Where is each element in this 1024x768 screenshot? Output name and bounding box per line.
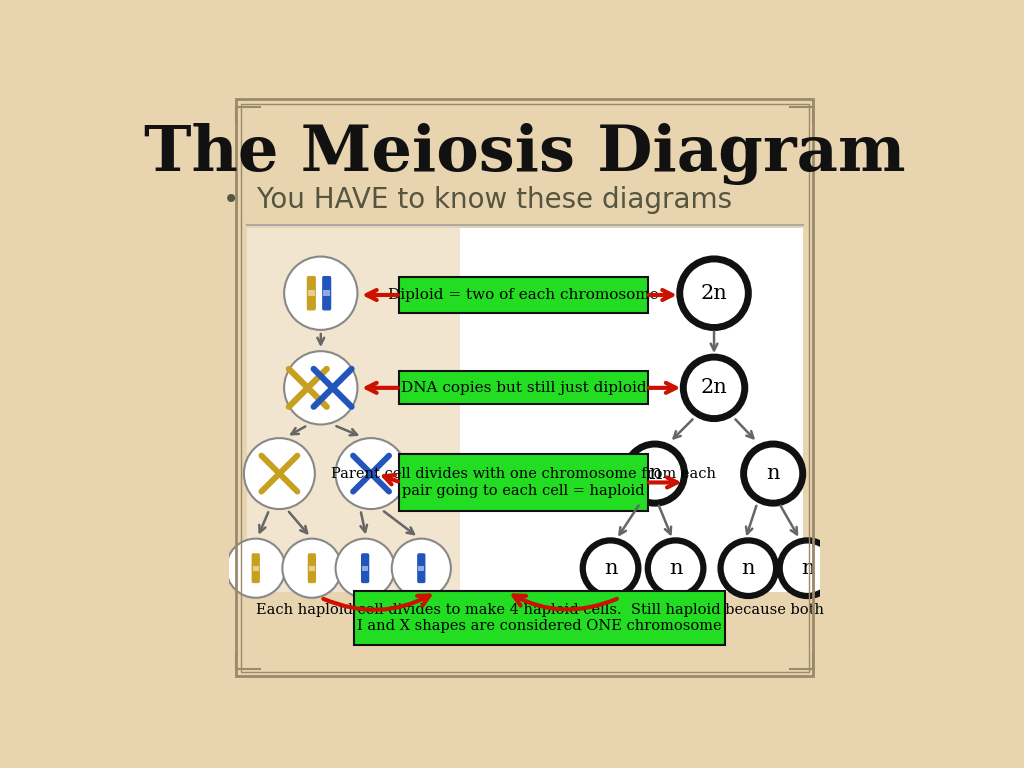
FancyBboxPatch shape: [398, 454, 648, 511]
Bar: [309, 566, 314, 571]
Circle shape: [336, 438, 407, 509]
Circle shape: [284, 257, 357, 330]
Text: n: n: [766, 464, 780, 483]
Circle shape: [721, 541, 776, 596]
FancyBboxPatch shape: [307, 276, 315, 310]
FancyBboxPatch shape: [398, 276, 648, 313]
Text: 2n: 2n: [700, 283, 727, 303]
Bar: [253, 566, 259, 571]
Circle shape: [743, 444, 803, 503]
Circle shape: [226, 538, 286, 598]
Circle shape: [583, 541, 638, 596]
Text: n: n: [801, 558, 814, 578]
FancyBboxPatch shape: [308, 554, 315, 582]
Circle shape: [392, 538, 451, 598]
Text: 2n: 2n: [700, 379, 727, 397]
FancyBboxPatch shape: [354, 591, 725, 645]
Circle shape: [680, 259, 749, 327]
Text: n: n: [604, 558, 617, 578]
Text: n: n: [741, 558, 755, 578]
FancyBboxPatch shape: [252, 554, 259, 582]
Text: DNA copies but still just diploid: DNA copies but still just diploid: [400, 381, 646, 395]
Circle shape: [626, 444, 684, 503]
Circle shape: [283, 538, 341, 598]
Bar: [419, 566, 424, 571]
Circle shape: [779, 541, 836, 596]
Bar: [324, 290, 330, 296]
FancyBboxPatch shape: [323, 276, 331, 310]
Text: The Meiosis Diagram: The Meiosis Diagram: [144, 123, 905, 185]
Bar: [247, 228, 803, 592]
Text: n: n: [669, 558, 682, 578]
Circle shape: [244, 438, 314, 509]
FancyBboxPatch shape: [361, 554, 369, 582]
Text: Diploid = two of each chromosome: Diploid = two of each chromosome: [388, 288, 658, 302]
FancyBboxPatch shape: [418, 554, 425, 582]
Bar: [308, 290, 314, 296]
Circle shape: [336, 538, 394, 598]
Text: Each haploid cell divides to make 4 haploid cells.  Still haploid because both
I: Each haploid cell divides to make 4 hapl…: [256, 603, 823, 634]
Bar: [362, 566, 368, 571]
Bar: [247, 228, 460, 592]
Circle shape: [284, 351, 357, 425]
Text: Parent cell divides with one chromosome from each
pair going to each cell = hapl: Parent cell divides with one chromosome …: [331, 468, 716, 498]
Circle shape: [683, 357, 744, 419]
FancyBboxPatch shape: [398, 371, 648, 405]
Text: •  You HAVE to know these diagrams: • You HAVE to know these diagrams: [223, 186, 732, 214]
Text: n: n: [648, 464, 662, 483]
Circle shape: [648, 541, 703, 596]
